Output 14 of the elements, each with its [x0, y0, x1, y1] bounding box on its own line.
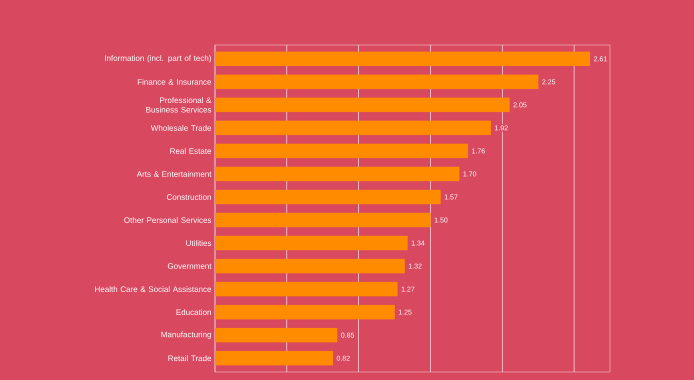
y-tick-label: Education	[176, 309, 211, 316]
y-tick-label: Wholesale Trade	[150, 124, 212, 131]
y-tick-label: Other Personal Services	[124, 217, 212, 223]
y-tick-label: Information (incl. part of tech)	[105, 55, 211, 63]
y-tick-label: Arts & Entertainment	[136, 171, 212, 177]
y-tick-label: Utilities	[186, 240, 212, 246]
y-tick-label: Government	[168, 263, 212, 269]
y-tick-label: Manufacturing	[161, 331, 211, 339]
y-tick-label: Health Care & Social Assistance	[95, 286, 212, 292]
y-tick-label: Finance & Insurance	[138, 78, 212, 85]
y-tick-label: Retail Trade	[168, 355, 212, 362]
y-tick-label: Construction	[166, 194, 211, 200]
y-tick-label: Professional & Business Services	[146, 97, 212, 113]
y-tick-label: Real Estate	[170, 148, 212, 154]
